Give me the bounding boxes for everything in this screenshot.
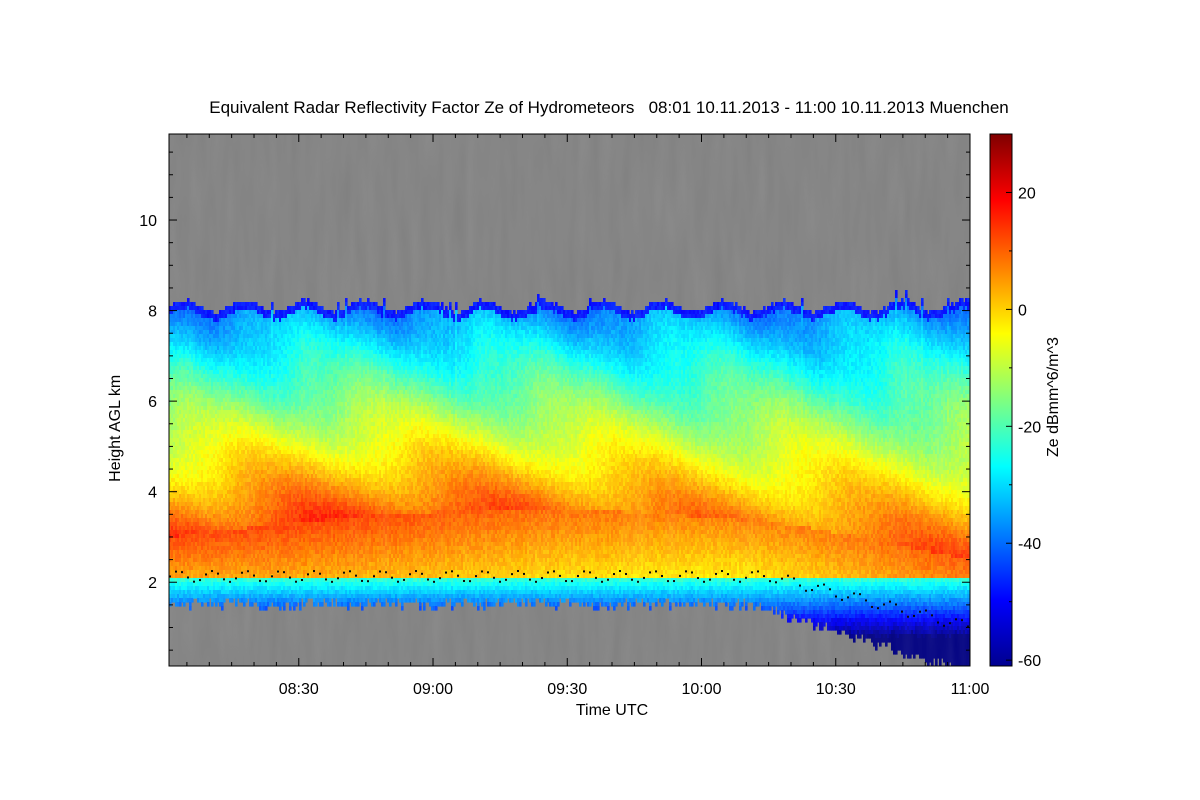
reflectivity-field — [169, 134, 970, 666]
chart-title: Equivalent Radar Reflectivity Factor Ze … — [0, 98, 1200, 118]
